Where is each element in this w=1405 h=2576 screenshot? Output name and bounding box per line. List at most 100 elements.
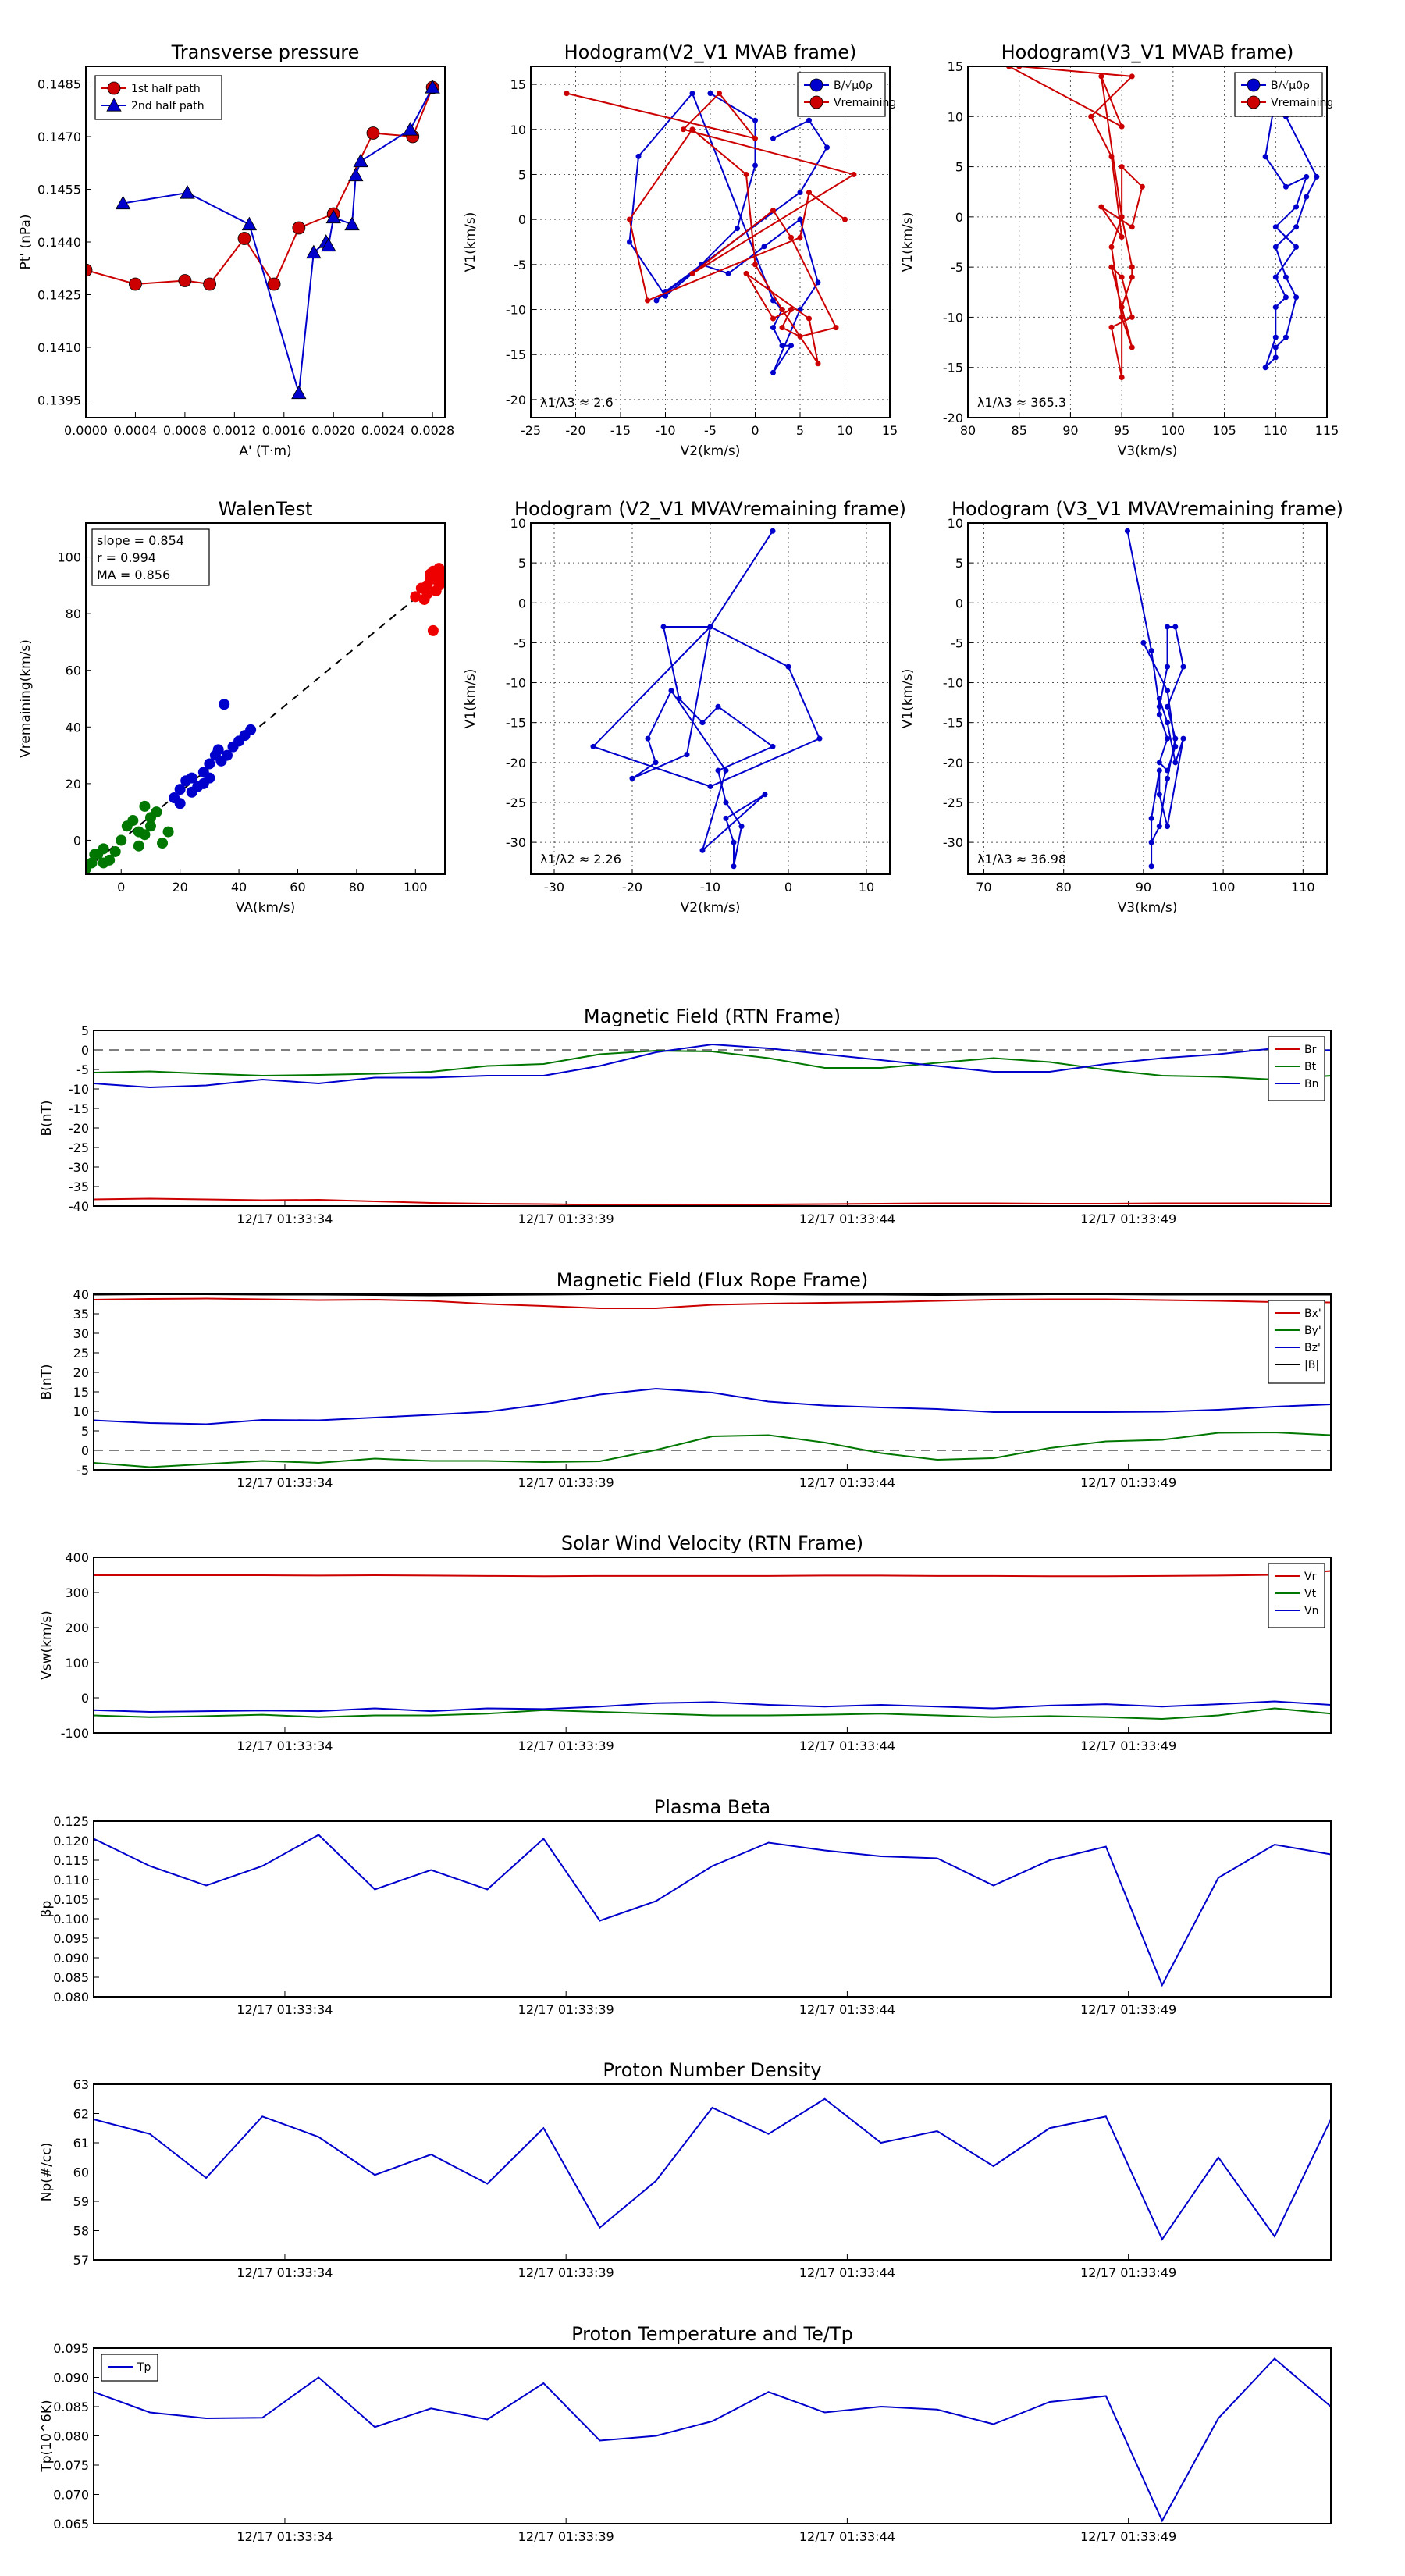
x-tick-label: 90 xyxy=(1136,880,1151,895)
y-axis-label: Tp(10^6K) xyxy=(39,2400,55,2472)
y-tick-label: 0 xyxy=(81,1443,89,1458)
x-tick-label: 0 xyxy=(784,880,792,895)
y-tick-label: -15 xyxy=(943,361,963,375)
x-tick-label: 12/17 01:33:39 xyxy=(518,2265,614,2280)
data-point xyxy=(1108,264,1115,270)
data-point xyxy=(267,277,281,291)
data-point xyxy=(241,216,258,231)
x-tick-label: 12/17 01:33:49 xyxy=(1080,2002,1176,2017)
annotation: λ1/λ2 ≈ 2.26 xyxy=(540,852,621,866)
data-point xyxy=(689,270,695,276)
legend-label: Vn xyxy=(1304,1605,1318,1617)
x-tick-label: 12/17 01:33:44 xyxy=(799,2529,895,2544)
data-point xyxy=(1172,735,1179,742)
y-tick-label: -30 xyxy=(943,835,963,850)
x-tick-label: -15 xyxy=(610,423,631,438)
y-tick-label: 5 xyxy=(955,160,963,175)
chart-title: Plasma Beta xyxy=(654,1796,770,1818)
y-tick-label: 400 xyxy=(65,1550,89,1565)
data-point xyxy=(1148,839,1154,845)
y-tick-label: 0.110 xyxy=(53,1873,89,1888)
data-point xyxy=(162,826,174,838)
y-tick-label: 100 xyxy=(57,550,81,565)
plot-area xyxy=(86,80,440,400)
data-point xyxy=(344,216,360,231)
y-tick-label: 0.1455 xyxy=(37,183,81,197)
legend-label: Vt xyxy=(1304,1588,1317,1600)
data-point xyxy=(806,190,812,196)
data-point xyxy=(353,153,368,168)
data-point xyxy=(1098,73,1104,80)
x-tick-label: 12/17 01:33:34 xyxy=(237,1738,333,1753)
data-point xyxy=(1129,344,1135,350)
y-tick-label: 20 xyxy=(66,777,81,792)
legend-label: Vremaining xyxy=(1271,97,1333,109)
y-tick-label: 57 xyxy=(73,2253,89,2268)
data-point xyxy=(1156,792,1162,798)
data-point xyxy=(788,307,794,313)
x-tick-label: 12/17 01:33:49 xyxy=(1080,2265,1176,2280)
y-tick-label: -5 xyxy=(514,258,526,272)
x-tick-label: -20 xyxy=(622,880,642,895)
legend-label: Tp xyxy=(137,2361,151,2374)
data-point xyxy=(129,277,142,291)
x-tick-label: 12/17 01:33:39 xyxy=(518,1738,614,1753)
legend-label: Vremaining xyxy=(834,97,896,109)
legend-box xyxy=(797,72,886,117)
data-point xyxy=(1272,224,1279,230)
series-line xyxy=(94,1387,1331,1425)
y-tick-label: 0.070 xyxy=(53,2488,89,2503)
x-tick-label: 40 xyxy=(231,880,247,895)
plot-area xyxy=(564,91,857,375)
data-point xyxy=(127,815,139,827)
data-point xyxy=(689,126,695,133)
x-tick-label: 12/17 01:33:34 xyxy=(237,1475,333,1490)
y-tick-label: 58 xyxy=(73,2224,89,2239)
x-tick-label: 100 xyxy=(1211,880,1236,895)
data-point xyxy=(1272,344,1279,350)
y-tick-label: 5 xyxy=(518,167,526,182)
chart-title: Hodogram (V2_V1 MVAVremaining frame) xyxy=(514,498,906,520)
data-point xyxy=(681,126,686,133)
y-tick-label: -10 xyxy=(506,303,526,318)
y-tick-label: 0.095 xyxy=(53,2341,89,2356)
data-point xyxy=(785,664,791,670)
data-point xyxy=(139,800,151,812)
data-point xyxy=(174,798,186,809)
data-point xyxy=(815,279,821,286)
y-axis-label: B(nT) xyxy=(39,1100,55,1136)
chart-title: Hodogram (V3_V1 MVAVremaining frame) xyxy=(951,498,1343,520)
y-tick-label: 60 xyxy=(73,2165,89,2180)
y-tick-label: 20 xyxy=(73,1365,89,1380)
y-tick-label: 5 xyxy=(518,556,526,571)
y-tick-label: 0.090 xyxy=(53,2371,89,2386)
data-point xyxy=(427,624,439,636)
y-axis-label: B(nT) xyxy=(39,1364,55,1400)
data-point xyxy=(1293,224,1300,230)
data-point xyxy=(731,839,737,845)
data-point xyxy=(1098,204,1104,210)
data-point xyxy=(1272,304,1279,311)
y-tick-label: 10 xyxy=(510,516,526,531)
data-point xyxy=(180,185,195,199)
data-point xyxy=(1108,154,1115,160)
data-point xyxy=(699,847,706,853)
y-tick-label: 0.120 xyxy=(53,1834,89,1848)
data-point xyxy=(1172,760,1179,766)
data-point xyxy=(1129,314,1135,320)
data-point xyxy=(98,843,109,855)
y-tick-label: 0.090 xyxy=(53,1951,89,1966)
y-tick-label: 0 xyxy=(81,1691,89,1706)
data-point xyxy=(1156,760,1162,766)
data-point xyxy=(797,190,803,196)
data-point xyxy=(1119,375,1125,381)
x-tick-label: 95 xyxy=(1114,423,1129,438)
chart-title: Hodogram(V2_V1 MVAB frame) xyxy=(564,41,857,63)
data-point xyxy=(743,171,749,177)
y-tick-label: 0 xyxy=(81,1043,89,1058)
y-tick-label: 100 xyxy=(65,1656,89,1670)
y-tick-label: 62 xyxy=(73,2107,89,2122)
data-point xyxy=(715,703,721,710)
data-point xyxy=(797,234,803,240)
data-point xyxy=(689,91,695,97)
